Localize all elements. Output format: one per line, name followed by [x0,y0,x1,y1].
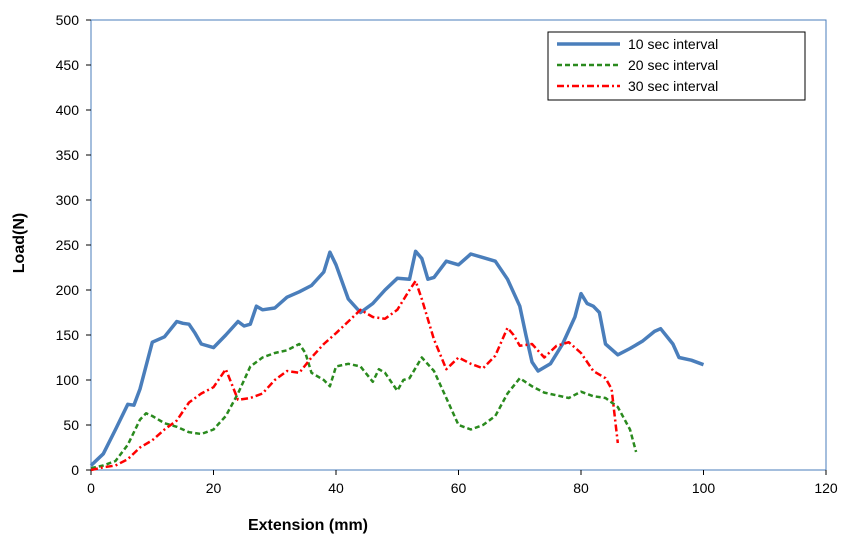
x-tick-label: 100 [692,480,716,496]
x-tick-label: 120 [814,480,838,496]
y-tick-label: 500 [56,12,80,28]
y-tick-label: 100 [56,372,80,388]
x-tick-label: 60 [451,480,467,496]
x-axis-title: Extension (mm) [248,517,368,534]
legend-label-3: 30 sec interval [628,78,718,94]
series-line-1 [89,249,705,467]
x-tick-label: 80 [573,480,589,496]
x-tick-label: 40 [328,480,344,496]
y-tick-label: 350 [56,147,80,163]
y-tick-label: 300 [56,192,80,208]
y-tick-label: 400 [56,102,80,118]
y-tick-label: 0 [71,462,79,478]
y-axis: 0 50 100 150 200 250 300 350 400 450 500 [56,12,91,478]
y-tick-label: 150 [56,327,80,343]
series-line-3 [90,279,620,472]
legend-label-2: 20 sec interval [628,57,718,73]
y-tick-label: 250 [56,237,80,253]
series-line-2 [90,342,638,470]
y-tick-label: 450 [56,57,80,73]
legend-label-1: 10 sec interval [628,36,718,52]
y-axis-title: Load(N) [11,213,28,273]
x-tick-label: 0 [87,480,95,496]
series-layer [89,249,705,472]
legend: 10 sec interval 20 sec interval 30 sec int… [547,31,806,101]
y-tick-label: 200 [56,282,80,298]
x-axis: 0 20 40 60 80 100 120 [87,470,838,496]
y-tick-label: 50 [63,417,79,433]
x-tick-label: 20 [206,480,222,496]
